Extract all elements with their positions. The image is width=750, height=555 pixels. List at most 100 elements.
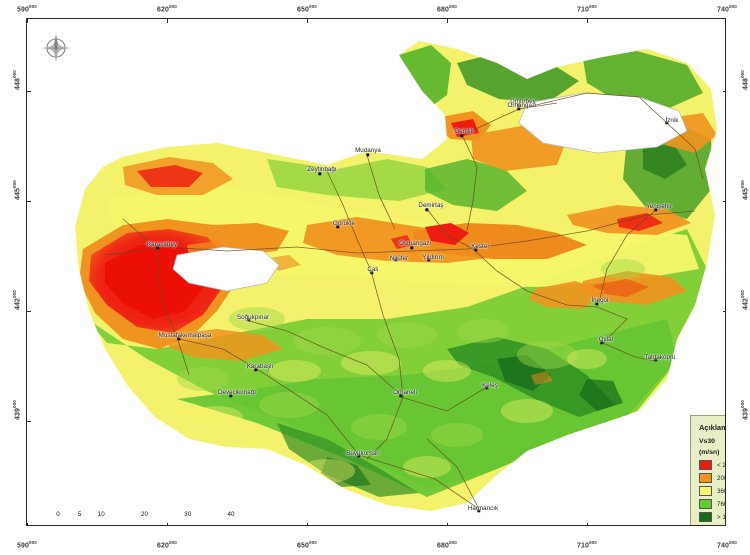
place-label: Orhangazi: [507, 102, 537, 109]
scale-tick-label: 30: [184, 511, 192, 518]
place-marker[interactable]: [427, 258, 431, 262]
place-marker[interactable]: [474, 248, 478, 252]
place-marker[interactable]: [399, 394, 403, 398]
scale-tick-label: 0: [56, 511, 60, 518]
graticule-tick: [27, 201, 31, 202]
place-marker[interactable]: [460, 134, 464, 138]
axis-label-bottom-5: 740000: [717, 540, 737, 550]
place-marker[interactable]: [177, 337, 181, 341]
legend-row[interactable]: < 200: [699, 460, 726, 470]
place-marker[interactable]: [394, 258, 398, 262]
place-label: Soğukpınar: [236, 314, 270, 321]
place-marker[interactable]: [156, 246, 160, 250]
scale-tick-label: 5: [77, 511, 82, 518]
axis-label-top-5: 740000: [717, 4, 737, 14]
place-label: Kestel: [471, 243, 489, 250]
legend-row[interactable]: 360 - 760: [699, 486, 725, 496]
place-label: İnegöl: [591, 297, 609, 304]
graticule-tick: [723, 311, 725, 312]
legend-units: (m/sn): [699, 449, 720, 456]
legend-label: < 200: [717, 461, 726, 469]
place-marker[interactable]: [654, 208, 658, 212]
axis-label-left-2: 442000: [12, 290, 22, 310]
axis-label-left-1: 445000: [12, 180, 22, 200]
place-label: Görükle: [332, 220, 356, 227]
axis-label-top-0: 590000: [17, 4, 37, 14]
legend-row[interactable]: > 1.500: [699, 512, 726, 522]
place-marker[interactable]: [425, 208, 429, 212]
graticule-tick: [447, 19, 448, 23]
place-label: Orhaneli: [393, 389, 417, 396]
graticule-tick: [27, 421, 31, 422]
axis-label-right-2: 442000: [740, 290, 750, 310]
graticule-tick: [27, 311, 31, 312]
place-marker[interactable]: [336, 225, 340, 229]
place-label: Oylat: [598, 336, 614, 343]
place-marker[interactable]: [318, 172, 322, 176]
place-label: Gemlik: [454, 128, 474, 135]
place-label: Tahtaköprü: [644, 354, 676, 361]
axis-label-bottom-2: 650000: [297, 540, 317, 550]
graticule-tick: [307, 523, 308, 525]
legend-subtitle: Vs30: [699, 438, 715, 445]
place-marker[interactable]: [517, 107, 521, 111]
legend-label: 200 - 360: [717, 474, 725, 482]
place-label: Osmangazi: [399, 240, 431, 247]
graticule-tick: [587, 523, 588, 525]
place-marker[interactable]: [485, 386, 489, 390]
graticule-tick: [167, 523, 168, 525]
place-label: Büyükorhan: [346, 450, 380, 457]
legend-title: Açıklama: [699, 423, 725, 432]
place-label: Karacabey: [146, 241, 178, 248]
graticule-tick: [27, 19, 28, 23]
place-marker[interactable]: [254, 368, 258, 372]
legend-swatch: [699, 473, 712, 483]
place-label: İznik: [665, 117, 679, 124]
place-label: Karabaşlı: [246, 363, 274, 370]
graticule-tick: [167, 19, 168, 23]
place-marker[interactable]: [477, 509, 481, 513]
place-label: Demirtaş: [418, 202, 444, 209]
legend-panel[interactable]: Açıklama Vs30 (m/sn) < 200 200 - 360 360 -…: [690, 415, 726, 525]
place-marker[interactable]: [665, 121, 669, 125]
scale-tick-label: 10: [97, 511, 105, 518]
north-arrow-compass-icon: [42, 34, 70, 62]
map-frame[interactable]: Mudanya Zeytinbağı Gemlik Umurbey Orhangazi İ…: [26, 18, 726, 526]
place-marker[interactable]: [410, 246, 414, 250]
place-marker[interactable]: [366, 153, 370, 157]
graticule-tick: [723, 91, 725, 92]
axis-label-top-1: 620000: [157, 4, 177, 14]
place-marker[interactable]: [370, 271, 374, 275]
legend-label: > 1.500: [717, 513, 726, 521]
place-marker[interactable]: [595, 302, 599, 306]
place-marker[interactable]: [229, 394, 233, 398]
axis-label-right-3: 439000: [740, 400, 750, 420]
place-label: Yenişehir: [646, 203, 672, 210]
legend-class-list: < 200 200 - 360 360 - 760 760 - 1.500 > 1.50…: [699, 460, 726, 522]
legend-swatch: [699, 499, 712, 509]
place-label: Umurbey: [510, 98, 536, 105]
map-canvas[interactable]: Mudanya Zeytinbağı Gemlik Umurbey Orhangazi İ…: [27, 19, 725, 525]
place-label: Nilüfer: [389, 255, 409, 262]
axis-label-bottom-1: 620000: [157, 540, 177, 550]
legend-swatch: [699, 486, 712, 496]
place-marker[interactable]: [517, 103, 521, 107]
legend-row[interactable]: 760 - 1.500: [699, 499, 725, 509]
place-marker[interactable]: [357, 454, 361, 458]
place-label: Yıldırım: [422, 254, 444, 261]
scale-tick-label: 40: [227, 511, 235, 518]
place-label: Harmancık: [467, 505, 499, 512]
legend-row[interactable]: 200 - 360: [699, 473, 725, 483]
axis-label-left-0: 448000: [12, 70, 22, 90]
place-label: Mustafakemalpaşa: [158, 332, 212, 339]
legend-swatch: [699, 512, 712, 522]
legend-swatch: [699, 460, 712, 470]
place-marker[interactable]: [654, 358, 658, 362]
place-marker[interactable]: [247, 318, 251, 322]
graticule-tick: [587, 19, 588, 23]
graticule-tick: [307, 19, 308, 23]
graticule-tick: [27, 91, 31, 92]
place-marker[interactable]: [600, 341, 604, 345]
